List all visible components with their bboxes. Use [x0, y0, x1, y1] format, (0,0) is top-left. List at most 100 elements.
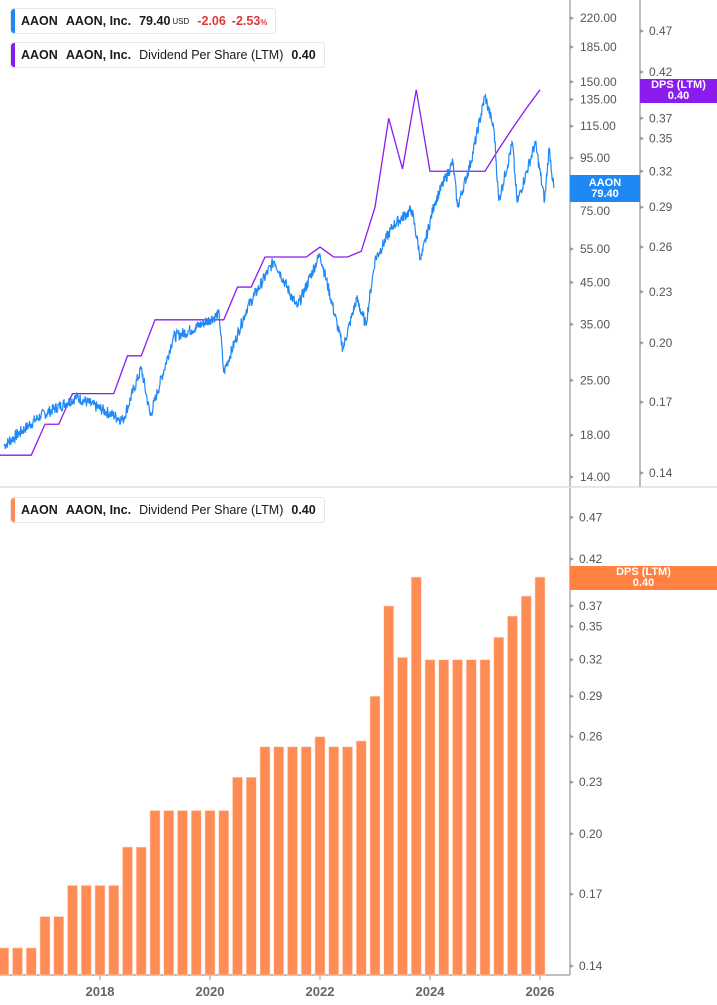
x-tick-label: 2018 — [86, 984, 115, 999]
y-tick-dps: 0.35 — [649, 132, 673, 146]
tag-value: 0.40 — [632, 577, 655, 589]
tick-mark — [570, 433, 574, 438]
y-tick-dps-bottom: 0.14 — [579, 959, 603, 973]
x-tick-label: 2020 — [196, 984, 225, 999]
ticker: AAON — [21, 48, 58, 62]
y-tick-price: 25.00 — [580, 373, 610, 387]
tick-mark — [570, 124, 574, 129]
dps-bar — [410, 576, 422, 976]
y-tick-dps: 0.17 — [649, 395, 673, 409]
dps-bar — [287, 746, 298, 976]
dps-bar — [369, 695, 381, 976]
y-tick-price: 55.00 — [580, 242, 610, 256]
tag-label: DPS (LTM) — [651, 79, 706, 91]
dps-bar — [534, 576, 546, 976]
legend-price[interactable]: AAON AAON, Inc. 79.40 USD -2.06 -2.53% — [10, 8, 277, 34]
y-tick-dps: 0.47 — [649, 24, 673, 38]
tick-mark — [640, 70, 644, 75]
dps-bar — [135, 846, 147, 976]
dps-bar — [424, 659, 436, 976]
dps-bar — [94, 885, 106, 976]
y-tick-dps: 0.23 — [649, 285, 673, 299]
dps-bar — [163, 810, 175, 976]
y-tick-dps: 0.42 — [649, 65, 673, 79]
dps-bar — [39, 916, 51, 976]
y-tick-dps-bottom: 0.29 — [579, 689, 603, 703]
dps-bar — [53, 916, 65, 976]
y-tick-price: 115.00 — [580, 119, 616, 133]
dps-bar — [273, 746, 285, 976]
y-tick-dps: 0.32 — [649, 164, 673, 178]
tick-mark — [570, 155, 574, 160]
tick-mark — [570, 892, 574, 897]
y-tick-price: 220.00 — [580, 11, 617, 25]
tick-mark — [570, 780, 574, 785]
y-tick-dps-bottom: 0.20 — [579, 827, 603, 841]
dps-bar — [67, 885, 78, 976]
x-tick-label: 2022 — [306, 984, 335, 999]
dps-bar — [300, 746, 312, 976]
tick-mark — [570, 734, 574, 739]
y-tick-price: 35.00 — [580, 317, 610, 331]
y-tick-dps-bottom: 0.47 — [579, 510, 603, 524]
y-tick-dps: 0.37 — [649, 111, 673, 125]
price-value: 79.40 — [139, 14, 171, 28]
tick-mark — [570, 280, 574, 285]
dps-bar — [355, 740, 367, 976]
dps-bar — [383, 605, 395, 976]
tick-mark — [570, 964, 574, 968]
y-tick-price: 45.00 — [580, 275, 610, 289]
tick-mark — [570, 97, 574, 102]
y-tick-price: 135.00 — [580, 92, 617, 106]
tick-mark — [570, 694, 574, 699]
price-tag: AAON 79.40 — [570, 175, 640, 202]
tick-mark — [640, 169, 644, 174]
y-tick-dps: 0.29 — [649, 200, 673, 214]
y-tick-dps-bottom: 0.32 — [579, 653, 603, 667]
dps-bar — [218, 810, 230, 976]
tag-label: DPS (LTM) — [616, 566, 671, 578]
series-color-marker — [11, 498, 15, 522]
tick-mark — [570, 44, 574, 49]
metric-name: Dividend Per Share (LTM) — [139, 48, 284, 62]
y-tick-price: 14.00 — [580, 470, 610, 484]
dps-bar — [520, 595, 532, 976]
y-tick-price: 75.00 — [580, 204, 610, 218]
tick-mark — [640, 471, 644, 475]
tick-mark — [640, 116, 644, 121]
dps-bottom-tag: DPS (LTM) 0.40 — [570, 566, 717, 590]
ticker: AAON — [21, 503, 58, 517]
y-tick-price: 18.00 — [580, 428, 610, 442]
dps-bar — [314, 736, 326, 976]
dps-bar — [232, 776, 243, 976]
tick-mark — [570, 515, 574, 520]
y-tick-dps: 0.20 — [649, 336, 673, 350]
legend-dps-top[interactable]: AAON AAON, Inc. Dividend Per Share (LTM)… — [10, 42, 325, 68]
tick-mark — [640, 28, 644, 33]
dps-bar — [108, 885, 120, 976]
dps-bar — [0, 947, 10, 976]
tick-mark — [640, 340, 644, 345]
y-tick-dps-bottom: 0.37 — [579, 599, 603, 613]
price-change-pct: -2.53 — [231, 14, 261, 28]
tag-value: 0.40 — [667, 90, 690, 102]
dps-bar — [25, 947, 37, 976]
dps-top-tag: DPS (LTM) 0.40 — [640, 79, 717, 103]
y-tick-dps-bottom: 0.42 — [579, 552, 603, 566]
y-tick-price: 95.00 — [580, 151, 610, 165]
company-name: AAON, Inc. — [65, 14, 132, 28]
tick-mark — [570, 378, 574, 383]
x-tick-label: 2024 — [416, 984, 446, 999]
tag-value: 79.40 — [591, 187, 619, 200]
price-line — [3, 93, 555, 450]
series-color-marker — [11, 43, 15, 67]
dps-bar — [204, 810, 216, 976]
y-tick-dps-bottom: 0.35 — [579, 620, 603, 634]
tick-mark — [570, 247, 574, 252]
tick-mark — [570, 603, 574, 608]
legend-dps-bottom[interactable]: AAON AAON, Inc. Dividend Per Share (LTM)… — [10, 497, 325, 523]
y-tick-price: 185.00 — [580, 40, 617, 54]
tick-mark — [640, 205, 644, 210]
dps-bar — [465, 659, 477, 976]
price-change: -2.06 — [197, 14, 226, 28]
